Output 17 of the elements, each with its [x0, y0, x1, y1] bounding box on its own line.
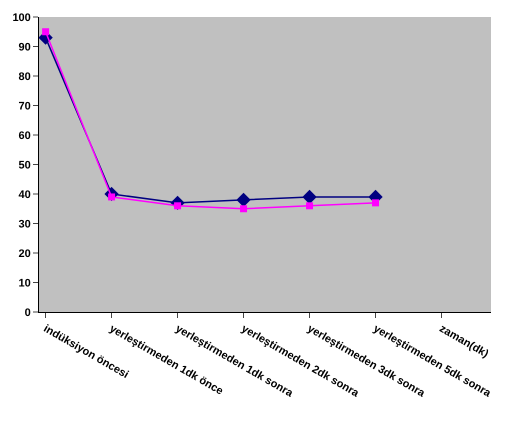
point [240, 205, 248, 212]
y-tick-label: 60 [18, 130, 31, 142]
y-tick-label: 70 [18, 100, 31, 112]
point [236, 192, 251, 208]
y-tick-label: 20 [18, 248, 31, 260]
y-tick-label: 30 [18, 218, 31, 230]
point [302, 190, 317, 204]
point [42, 28, 50, 36]
y-tick-label: 0 [24, 306, 31, 319]
point [372, 199, 380, 206]
y-tick-label: 40 [18, 188, 31, 201]
y-tick-label: 80 [18, 70, 31, 83]
y-tick-label: 50 [18, 159, 31, 172]
y-tick-label: 90 [18, 41, 31, 54]
point [306, 202, 314, 210]
y-tick-label: 100 [12, 12, 31, 24]
y-tick-label: 10 [18, 277, 31, 290]
